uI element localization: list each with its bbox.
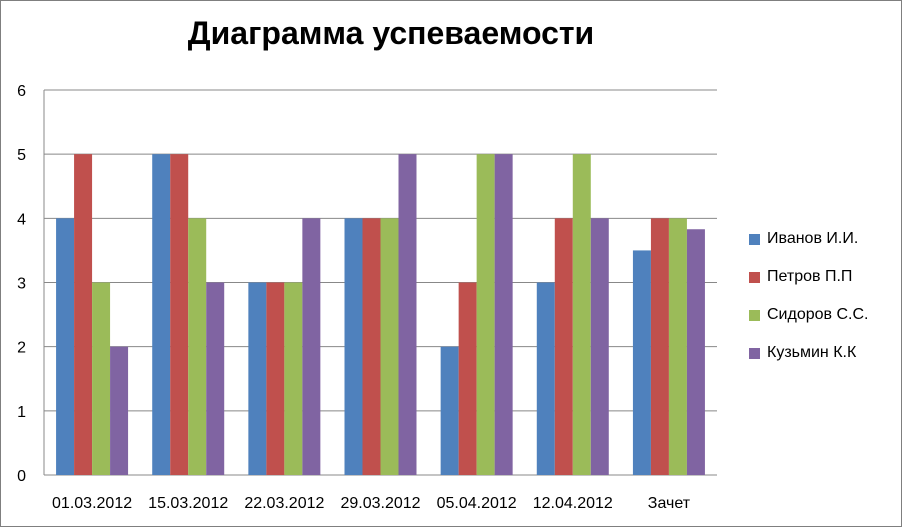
- x-tick-label: 12.04.2012: [533, 495, 613, 512]
- chart-title: Диаграмма успеваемости: [187, 15, 595, 51]
- x-tick-label: 29.03.2012: [340, 495, 420, 512]
- bar: [554, 218, 573, 476]
- bar: [188, 218, 207, 476]
- x-tick-label: 01.03.2012: [52, 495, 132, 512]
- y-tick-label: 5: [17, 147, 26, 164]
- bar: [572, 154, 591, 475]
- legend-item: Петров П.П: [749, 267, 868, 287]
- y-tick-label: 0: [17, 468, 26, 485]
- legend-item: Кузьмин К.К: [749, 343, 868, 363]
- bar: [650, 218, 669, 476]
- bar: [266, 282, 285, 475]
- bar: [74, 154, 93, 475]
- bar: [248, 282, 267, 475]
- legend-label: Кузьмин К.К: [767, 344, 857, 361]
- y-tick-label: 4: [17, 211, 26, 228]
- legend-swatch: [749, 347, 760, 359]
- x-tick-label: 05.04.2012: [437, 495, 517, 512]
- legend-item: Сидоров С.С.: [749, 305, 868, 325]
- legend-swatch: [749, 233, 760, 245]
- legend-swatch: [749, 309, 760, 321]
- bar: [668, 218, 687, 476]
- bar: [362, 218, 381, 476]
- y-tick-label: 1: [17, 404, 26, 421]
- bar: [110, 346, 129, 475]
- y-tick-label: 2: [17, 340, 26, 357]
- y-tick-label: 6: [17, 83, 26, 100]
- legend: Иванов И.И. Петров П.П Сидоров С.С. Кузь…: [749, 229, 868, 381]
- bar: [398, 154, 417, 475]
- bar: [92, 282, 111, 475]
- bar: [380, 218, 399, 476]
- x-tick-label: 15.03.2012: [148, 495, 228, 512]
- bar: [476, 154, 495, 475]
- bar: [590, 218, 609, 476]
- bar: [56, 218, 75, 476]
- legend-label: Петров П.П: [767, 268, 853, 285]
- bar: [152, 154, 171, 475]
- legend-label: Сидоров С.С.: [767, 306, 869, 323]
- x-tick-label: Зачет: [648, 495, 691, 512]
- bar: [686, 229, 705, 475]
- bar: [440, 346, 459, 475]
- legend-swatch: [749, 271, 760, 283]
- bar: [458, 282, 477, 475]
- bar: [494, 154, 513, 475]
- bar: [536, 282, 555, 475]
- bar: [302, 218, 321, 476]
- bar: [632, 250, 651, 475]
- legend-label: Иванов И.И.: [767, 230, 859, 247]
- y-tick-label: 3: [17, 276, 26, 293]
- legend-item: Иванов И.И.: [749, 229, 868, 249]
- bar: [170, 154, 189, 475]
- bar: [344, 218, 363, 476]
- x-tick-label: 22.03.2012: [244, 495, 324, 512]
- bar: [206, 282, 225, 475]
- bar: [284, 282, 303, 475]
